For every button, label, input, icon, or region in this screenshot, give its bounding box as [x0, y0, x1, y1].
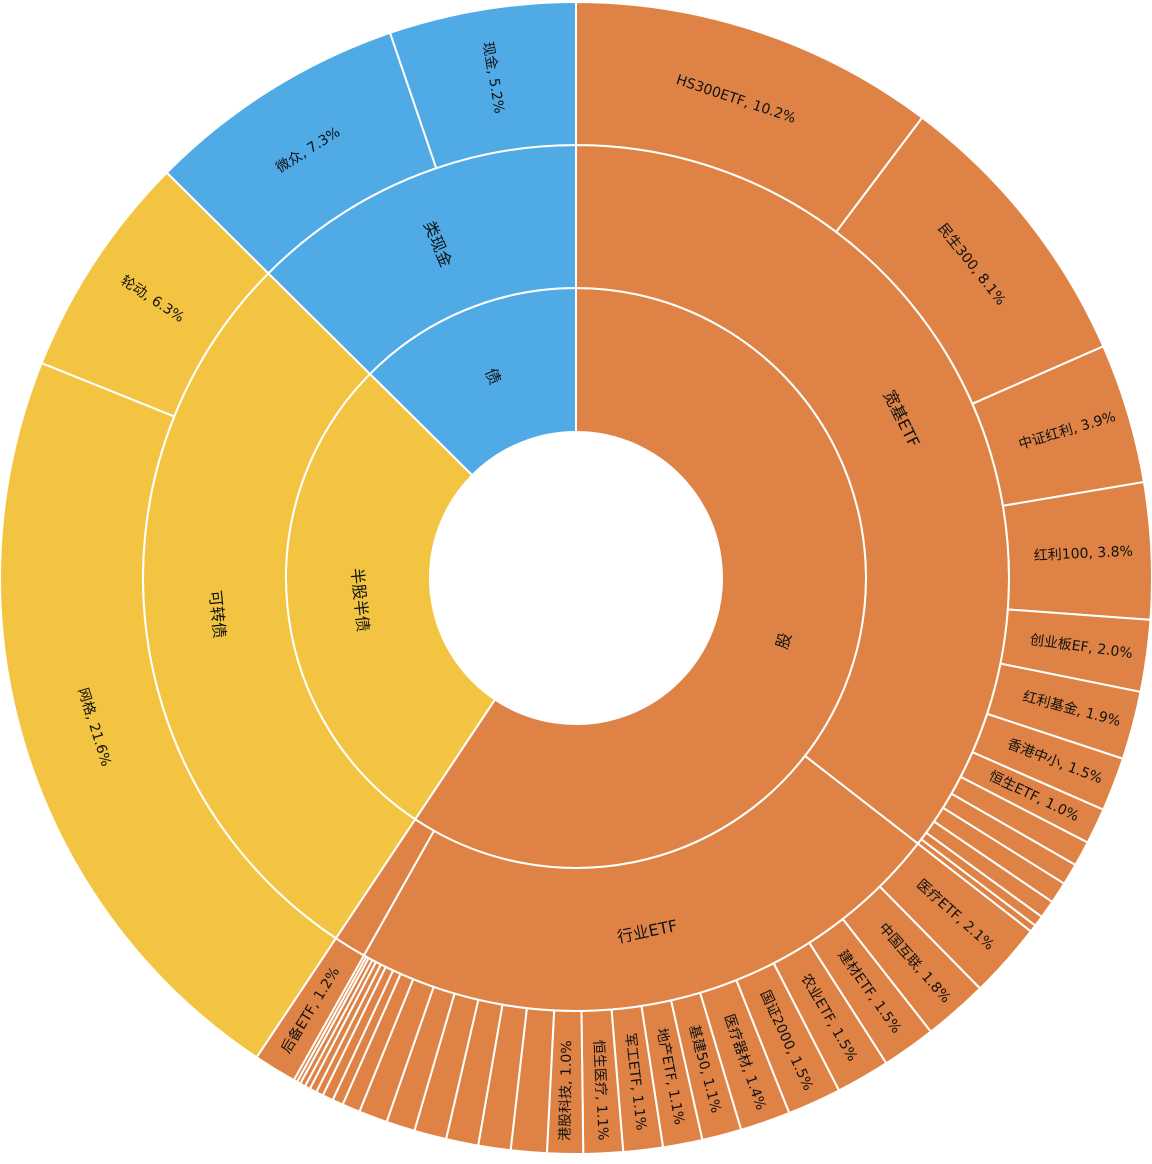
subcategory-label-可转债: 可转债 [205, 590, 229, 640]
category-label-债: 债 [481, 365, 505, 387]
category-label-股: 股 [772, 630, 795, 651]
holding-segment-现金-5-2 [388, 0, 577, 170]
holding-segment-网格-21-6 [0, 361, 338, 1059]
holding-label-港股科技-1-0: 港股科技, 1.0% [557, 1040, 575, 1141]
holding-label-红利100-3-8: 红利100, 3.8% [1033, 544, 1133, 565]
ring-subcategories [142, 143, 1010, 1012]
ring-categories [285, 286, 867, 869]
holding-label-恒生医疗-1-1: 恒生医疗, 1.1% [590, 1040, 611, 1141]
